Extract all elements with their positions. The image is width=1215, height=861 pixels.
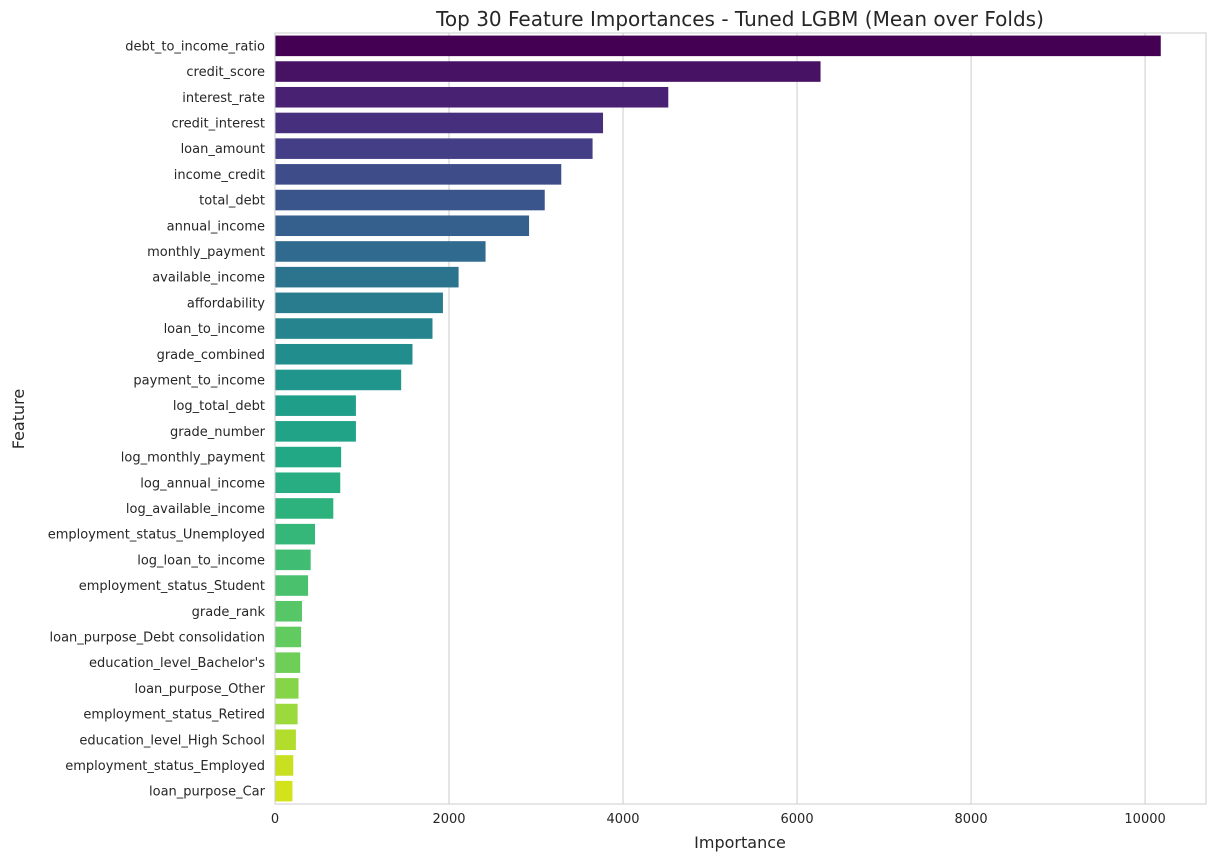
y-tick-label: loan_amount (181, 142, 265, 157)
y-tick-label: log_available_income (126, 502, 265, 517)
bar (275, 241, 486, 262)
y-tick-labels: debt_to_income_ratio credit_score interest… (48, 39, 266, 799)
x-tick-label: 10000 (1124, 812, 1165, 827)
bar (275, 112, 604, 134)
bar (275, 421, 356, 442)
y-tick-label: employment_status_Unemployed (48, 528, 265, 543)
bar (275, 626, 302, 648)
plot-area-frame (274, 32, 1207, 805)
bar (275, 189, 545, 211)
x-tick-label: 2000 (432, 812, 465, 827)
y-tick-label: education_level_Bachelor's (89, 656, 265, 671)
bar (275, 215, 530, 237)
y-tick-label: available_income (152, 271, 265, 286)
y-tick-label: log_loan_to_income (137, 553, 265, 568)
y-tick-label: loan_to_income (164, 322, 265, 337)
bar (275, 164, 562, 185)
y-tick-label: employment_status_Student (79, 579, 265, 594)
y-tick-label: loan_purpose_Debt consolidation (50, 630, 265, 645)
y-tick-label: annual_income (167, 219, 265, 234)
bar (275, 35, 1161, 57)
bar (275, 395, 356, 416)
bar (275, 549, 311, 571)
y-tick-label: total_debt (199, 194, 265, 209)
y-tick-label: employment_status_Retired (83, 708, 265, 723)
y-tick-label: education_level_High School (79, 733, 265, 748)
x-axis-label: Importance (694, 833, 786, 852)
y-tick-label: log_monthly_payment (121, 451, 265, 466)
bar (275, 292, 443, 314)
y-tick-label: affordability (187, 296, 265, 311)
y-tick-label: credit_interest (171, 116, 265, 131)
y-tick-label: grade_rank (192, 605, 266, 620)
y-tick-label: grade_combined (157, 348, 265, 363)
bar (275, 61, 821, 82)
y-tick-label: debt_to_income_ratio (125, 39, 265, 54)
bar (275, 703, 298, 725)
y-tick-label: interest_rate (182, 91, 265, 106)
y-tick-label: log_annual_income (140, 476, 265, 491)
bars (275, 35, 1161, 802)
bar (275, 755, 294, 776)
y-tick-label: income_credit (174, 168, 265, 183)
bar (275, 86, 669, 108)
bar (275, 369, 402, 391)
bar (275, 343, 413, 365)
y-tick-label: payment_to_income (133, 373, 265, 388)
y-tick-label: loan_purpose_Other (135, 682, 266, 697)
x-tick-label: 6000 (781, 812, 814, 827)
y-tick-label: credit_score (186, 65, 265, 80)
y-tick-label: loan_purpose_Car (149, 785, 266, 800)
bar (275, 318, 433, 339)
bar (275, 780, 293, 802)
x-tick-labels: 0 2000 4000 6000 8000 10000 (271, 812, 1166, 827)
y-axis-label: Feature (9, 389, 28, 449)
bar (275, 575, 309, 596)
bar (275, 138, 593, 159)
y-tick-label: monthly_payment (147, 245, 265, 260)
bar (275, 678, 299, 699)
bar (275, 652, 301, 673)
x-tick-label: 8000 (955, 812, 988, 827)
bar (275, 472, 341, 494)
y-tick-label: grade_number (170, 425, 266, 440)
x-tick-label: 0 (271, 812, 279, 827)
chart-title: Top 30 Feature Importances - Tuned LGBM … (435, 7, 1044, 31)
bar (275, 523, 316, 545)
bar (275, 446, 342, 468)
y-tick-label: employment_status_Employed (65, 759, 265, 774)
bar (275, 729, 296, 751)
bar (275, 600, 302, 622)
bar (275, 266, 459, 288)
bar (275, 498, 334, 519)
y-tick-label: log_total_debt (173, 399, 265, 414)
x-tick-label: 4000 (606, 812, 639, 827)
